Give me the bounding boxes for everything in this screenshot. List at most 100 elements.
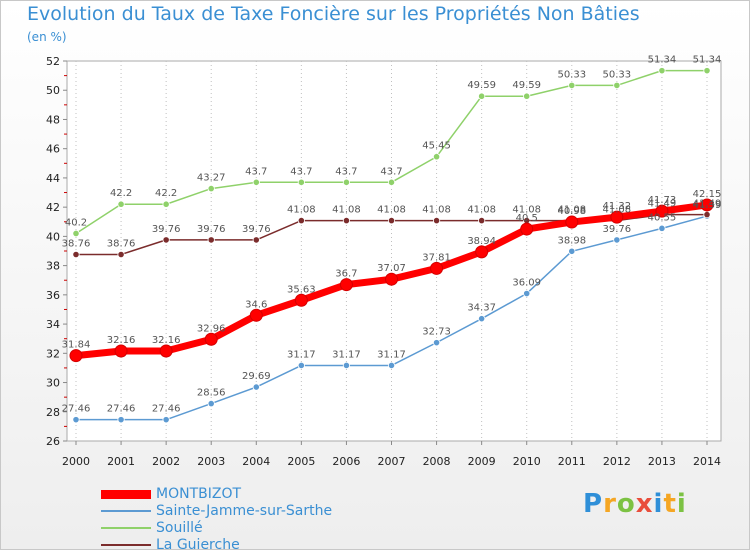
x-tick-label: 2014 bbox=[693, 455, 721, 468]
data-label: 38.76 bbox=[107, 239, 136, 250]
data-point bbox=[523, 92, 531, 100]
data-point bbox=[207, 399, 215, 408]
data-point bbox=[207, 236, 215, 244]
y-tick-label: 50 bbox=[46, 84, 60, 97]
x-tick-label: 2004 bbox=[242, 455, 270, 468]
data-label: 38.76 bbox=[62, 239, 91, 250]
data-label: 41.08 bbox=[512, 205, 541, 216]
logo-letter: r bbox=[603, 489, 617, 519]
data-label: 37.07 bbox=[377, 263, 406, 274]
data-point bbox=[613, 236, 621, 244]
proxiti-logo: Proxiti bbox=[583, 489, 687, 519]
x-tick-label: 2006 bbox=[332, 455, 360, 468]
data-point bbox=[342, 178, 351, 186]
data-label: 42.2 bbox=[155, 188, 177, 199]
data-point bbox=[72, 250, 80, 259]
data-point bbox=[69, 349, 83, 363]
x-tick-label: 2000 bbox=[62, 455, 90, 468]
data-point bbox=[159, 344, 173, 358]
data-point bbox=[478, 92, 486, 100]
data-label: 43.7 bbox=[380, 166, 402, 177]
y-tick-label: 34 bbox=[46, 318, 60, 331]
data-label: 40.98 bbox=[557, 206, 586, 217]
x-tick-label: 2007 bbox=[378, 455, 406, 468]
data-point bbox=[658, 224, 666, 232]
data-point bbox=[294, 293, 308, 307]
data-label: 40.2 bbox=[65, 217, 87, 228]
data-label: 40.55 bbox=[648, 212, 677, 223]
data-label: 41.08 bbox=[467, 205, 496, 216]
logo-letter: i bbox=[676, 489, 687, 519]
data-label: 41.32 bbox=[603, 201, 632, 212]
y-tick-label: 40 bbox=[46, 230, 60, 243]
data-point bbox=[565, 215, 579, 229]
data-label: 32.16 bbox=[152, 335, 181, 346]
legend-label: La Guierche bbox=[156, 537, 240, 553]
data-label: 41.08 bbox=[557, 205, 586, 216]
data-label: 41.08 bbox=[287, 205, 316, 216]
y-tick-label: 44 bbox=[46, 172, 60, 185]
logo-letter: t bbox=[663, 489, 677, 519]
data-point bbox=[342, 217, 351, 225]
x-tick-label: 2012 bbox=[603, 455, 631, 468]
data-label: 31.17 bbox=[287, 349, 316, 360]
data-label: 42.15 bbox=[693, 189, 722, 200]
data-label: 39.76 bbox=[197, 224, 226, 235]
data-label: 43.7 bbox=[245, 166, 267, 177]
data-label: 34.37 bbox=[467, 303, 496, 314]
data-label: 41.73 bbox=[648, 195, 677, 206]
data-label: 27.46 bbox=[107, 404, 136, 415]
data-label: 31.84 bbox=[62, 340, 91, 351]
data-label: 32.16 bbox=[107, 335, 136, 346]
data-label: 36.7 bbox=[335, 269, 357, 280]
data-label: 49.59 bbox=[467, 80, 496, 91]
data-label: 39.76 bbox=[242, 224, 271, 235]
data-label: 45.45 bbox=[422, 141, 451, 152]
x-tick-label: 2008 bbox=[423, 455, 451, 468]
data-label: 27.46 bbox=[152, 404, 181, 415]
logo-letter: x bbox=[635, 489, 654, 519]
data-label: 29.69 bbox=[242, 371, 271, 382]
data-label: 27.46 bbox=[62, 404, 91, 415]
data-point bbox=[162, 416, 170, 424]
data-point bbox=[568, 247, 576, 255]
y-tick-label: 36 bbox=[46, 289, 60, 302]
y-tick-label: 52 bbox=[46, 55, 60, 68]
x-tick-label: 2002 bbox=[152, 455, 180, 468]
data-point bbox=[297, 217, 305, 225]
y-tick-label: 28 bbox=[46, 406, 60, 419]
data-point bbox=[297, 178, 305, 186]
data-point bbox=[385, 272, 398, 286]
data-point bbox=[658, 67, 666, 75]
y-tick-label: 42 bbox=[46, 201, 60, 214]
data-label: 43.7 bbox=[290, 166, 312, 177]
data-label: 51.34 bbox=[648, 55, 677, 66]
data-point bbox=[249, 308, 263, 322]
data-point bbox=[252, 236, 260, 244]
data-point bbox=[162, 200, 170, 208]
data-point bbox=[204, 332, 218, 346]
chart-title: Evolution du Taux de Taxe Foncière sur l… bbox=[27, 3, 640, 25]
data-point bbox=[478, 315, 486, 323]
data-point bbox=[387, 361, 396, 370]
data-label: 31.17 bbox=[377, 349, 406, 360]
data-point bbox=[610, 210, 624, 224]
data-point bbox=[207, 184, 215, 193]
data-point bbox=[72, 229, 80, 238]
data-point bbox=[387, 217, 396, 225]
data-point bbox=[339, 278, 353, 292]
data-label: 51.34 bbox=[693, 55, 722, 66]
data-point bbox=[297, 361, 305, 370]
data-label: 43.7 bbox=[335, 166, 357, 177]
data-label: 41.08 bbox=[377, 205, 406, 216]
data-label: 35.63 bbox=[287, 284, 316, 295]
legend-label: Sainte-Jamme-sur-Sarthe bbox=[156, 503, 333, 519]
data-label: 39.76 bbox=[603, 224, 632, 235]
data-point bbox=[117, 416, 125, 424]
x-tick-label: 2009 bbox=[468, 455, 496, 468]
data-point bbox=[475, 245, 489, 259]
x-tick-label: 2001 bbox=[107, 455, 135, 468]
data-label: 50.33 bbox=[603, 69, 632, 80]
